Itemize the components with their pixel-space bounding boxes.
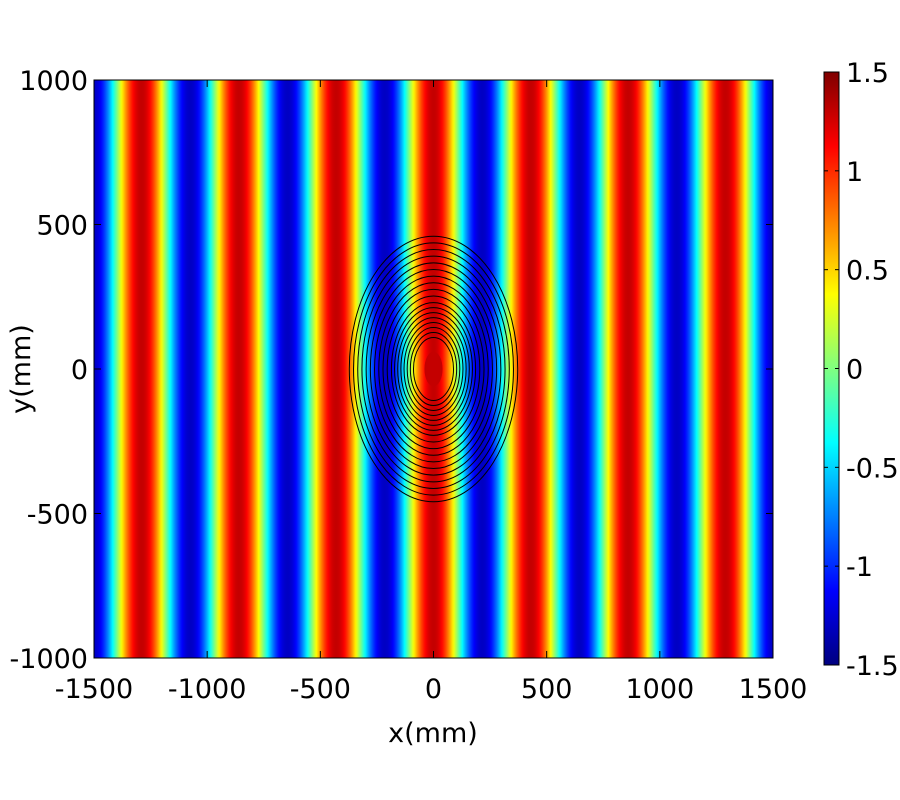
- colorbar-tick-label: 0: [846, 355, 863, 386]
- contour-line: [400, 317, 467, 421]
- contour-line: [409, 332, 458, 406]
- colorbar-ticks: -1.5 -1 -0.5 0 0.5 1 1.5: [824, 58, 899, 682]
- x-tick-label: -500: [290, 674, 351, 705]
- x-axis-label: x(mm): [388, 718, 478, 749]
- x-tick-label: 1500: [739, 674, 808, 705]
- contour-line: [386, 295, 481, 443]
- contour-line: [357, 249, 510, 489]
- x-tick-label: -1500: [55, 674, 133, 705]
- contour-line: [403, 322, 464, 416]
- colorbar-tick-label: 1.5: [846, 58, 889, 89]
- y-ticks: -1000 -500 0 500 1000: [10, 66, 773, 675]
- colorbar-tick-label: -0.5: [846, 453, 899, 484]
- x-tick-label: 0: [425, 674, 442, 705]
- x-tick-label: 500: [521, 674, 573, 705]
- x-tick-label: 1000: [625, 674, 694, 705]
- y-tick-label: 1000: [19, 66, 88, 97]
- contour-line: [365, 262, 502, 476]
- y-tick-label: 500: [36, 211, 88, 242]
- y-tick-label: 0: [71, 355, 88, 386]
- contour-line: [382, 288, 485, 450]
- plot-area: -1500 -1000 -500 0 500 1000 1500 -1000-5000500…: [10, 66, 808, 705]
- x-tick-label: -1000: [168, 674, 246, 705]
- y-tick-label: -1000: [10, 644, 88, 675]
- colorbar-tick-label: -1: [846, 552, 873, 583]
- contour-line: [394, 307, 473, 431]
- contour-line: [413, 336, 454, 402]
- x-ticks: -1500 -1000 -500 0 500 1000 1500: [55, 80, 808, 705]
- contour-group: [348, 235, 519, 503]
- colorbar-tick-label: 1: [846, 157, 863, 188]
- contour-line: [378, 282, 489, 456]
- contour-line: [406, 327, 461, 411]
- colorbar: -1.5 -1 -0.5 0 0.5 1 1.5: [823, 58, 899, 682]
- center-hotspot: [424, 351, 443, 387]
- contour-line: [361, 255, 506, 483]
- y-tick-label: -500: [27, 500, 88, 531]
- contour-line: [397, 312, 470, 426]
- contour-line: [374, 275, 493, 463]
- contour-line: [390, 302, 477, 436]
- contour-line: [348, 235, 519, 503]
- colorbar-tick-label: -1.5: [846, 651, 899, 682]
- colorbar-tick-label: 0.5: [846, 256, 889, 287]
- contour-line: [369, 268, 498, 470]
- y-axis-label: y(mm): [6, 324, 37, 414]
- contour-line: [353, 242, 514, 496]
